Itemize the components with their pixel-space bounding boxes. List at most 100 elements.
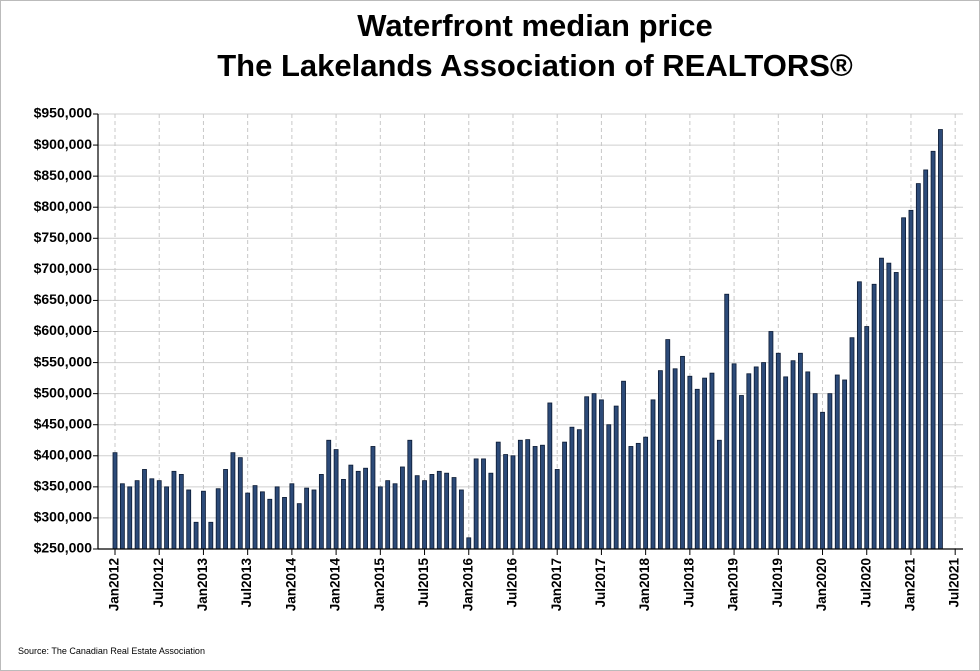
y-tick-label: $850,000 (34, 167, 93, 183)
bar (820, 411, 825, 550)
bar (156, 480, 162, 550)
bar (709, 372, 715, 550)
bar (274, 486, 280, 550)
bar (576, 429, 582, 550)
bar (569, 426, 575, 550)
bar (407, 439, 413, 550)
bar (503, 454, 509, 550)
bar (230, 452, 236, 550)
bar (252, 485, 258, 550)
bar (149, 478, 155, 550)
chart-title: Waterfront median price (357, 8, 712, 43)
bar (215, 488, 221, 550)
bar (245, 492, 251, 550)
bar (127, 486, 133, 550)
bar (613, 405, 619, 550)
bar (657, 370, 663, 550)
bar (716, 439, 722, 550)
bar (923, 169, 929, 550)
source-note: Source: The Canadian Real Estate Associa… (18, 646, 205, 656)
x-tick-label: Jul2019 (770, 558, 785, 608)
y-tick-label: $650,000 (34, 291, 93, 307)
x-tick-label: Jan2021 (903, 558, 918, 612)
bar (326, 439, 332, 550)
bar (680, 355, 685, 550)
x-tick-label: Jul2018 (681, 558, 696, 608)
bar (790, 360, 796, 550)
x-tick-label: Jul2012 (151, 558, 166, 608)
bar (259, 491, 265, 550)
bar (370, 446, 376, 550)
bar (768, 331, 774, 550)
y-tick-label: $950,000 (34, 105, 93, 121)
bar (473, 458, 479, 550)
bar (901, 217, 906, 550)
x-tick-label: Jan2013 (195, 558, 210, 612)
bar (731, 363, 737, 550)
bar (650, 399, 656, 550)
y-tick-label: $350,000 (34, 478, 93, 494)
bar (458, 489, 464, 550)
bar (377, 486, 383, 550)
bar (333, 449, 339, 550)
bar (296, 503, 302, 550)
y-tick-label: $750,000 (34, 229, 93, 245)
y-tick-label: $550,000 (34, 353, 93, 369)
bar (208, 521, 214, 550)
bar (318, 474, 324, 550)
y-tick-label: $600,000 (34, 322, 93, 338)
bar (466, 537, 472, 550)
bar (812, 393, 818, 550)
x-tick-label: Jul2016 (505, 558, 520, 608)
bar (134, 480, 140, 550)
y-tick-label: $800,000 (34, 198, 93, 214)
bar (237, 457, 243, 550)
bar (525, 439, 531, 550)
bar (665, 339, 671, 550)
x-tick-label: Jan2012 (107, 558, 122, 611)
bar (930, 150, 936, 550)
y-tick-label: $900,000 (34, 136, 93, 152)
bar (554, 469, 560, 550)
bar (687, 375, 693, 550)
y-tick-label: $400,000 (34, 446, 93, 462)
bar (451, 477, 457, 550)
bar (842, 379, 848, 550)
bar (267, 498, 273, 550)
bar (739, 395, 744, 550)
bar (510, 455, 516, 550)
bar (643, 436, 649, 550)
bar (142, 469, 147, 550)
bar (761, 362, 766, 550)
bar (178, 474, 184, 550)
bar (606, 424, 612, 550)
bar (400, 466, 405, 550)
bar (915, 183, 921, 550)
bar (289, 483, 295, 550)
bar (746, 373, 752, 550)
bar (201, 490, 206, 550)
bar (599, 399, 604, 550)
bar (532, 446, 538, 550)
bar (584, 396, 590, 550)
bar (119, 483, 125, 550)
x-tick-label: Jan2018 (637, 558, 652, 612)
bar (856, 281, 862, 550)
bar (672, 368, 678, 550)
bar (348, 464, 354, 550)
bar (444, 472, 450, 550)
bar (798, 352, 803, 550)
bar (562, 441, 567, 550)
bar (908, 209, 914, 550)
bar (311, 489, 317, 550)
bar (893, 272, 899, 550)
bar (783, 376, 789, 550)
bar (171, 470, 177, 550)
x-tick-label: Jul2017 (593, 558, 608, 608)
y-tick-label: $700,000 (34, 260, 93, 276)
bar (363, 467, 368, 550)
bar (753, 366, 759, 550)
bar (164, 486, 169, 550)
bar (517, 439, 523, 550)
bar (621, 380, 626, 550)
